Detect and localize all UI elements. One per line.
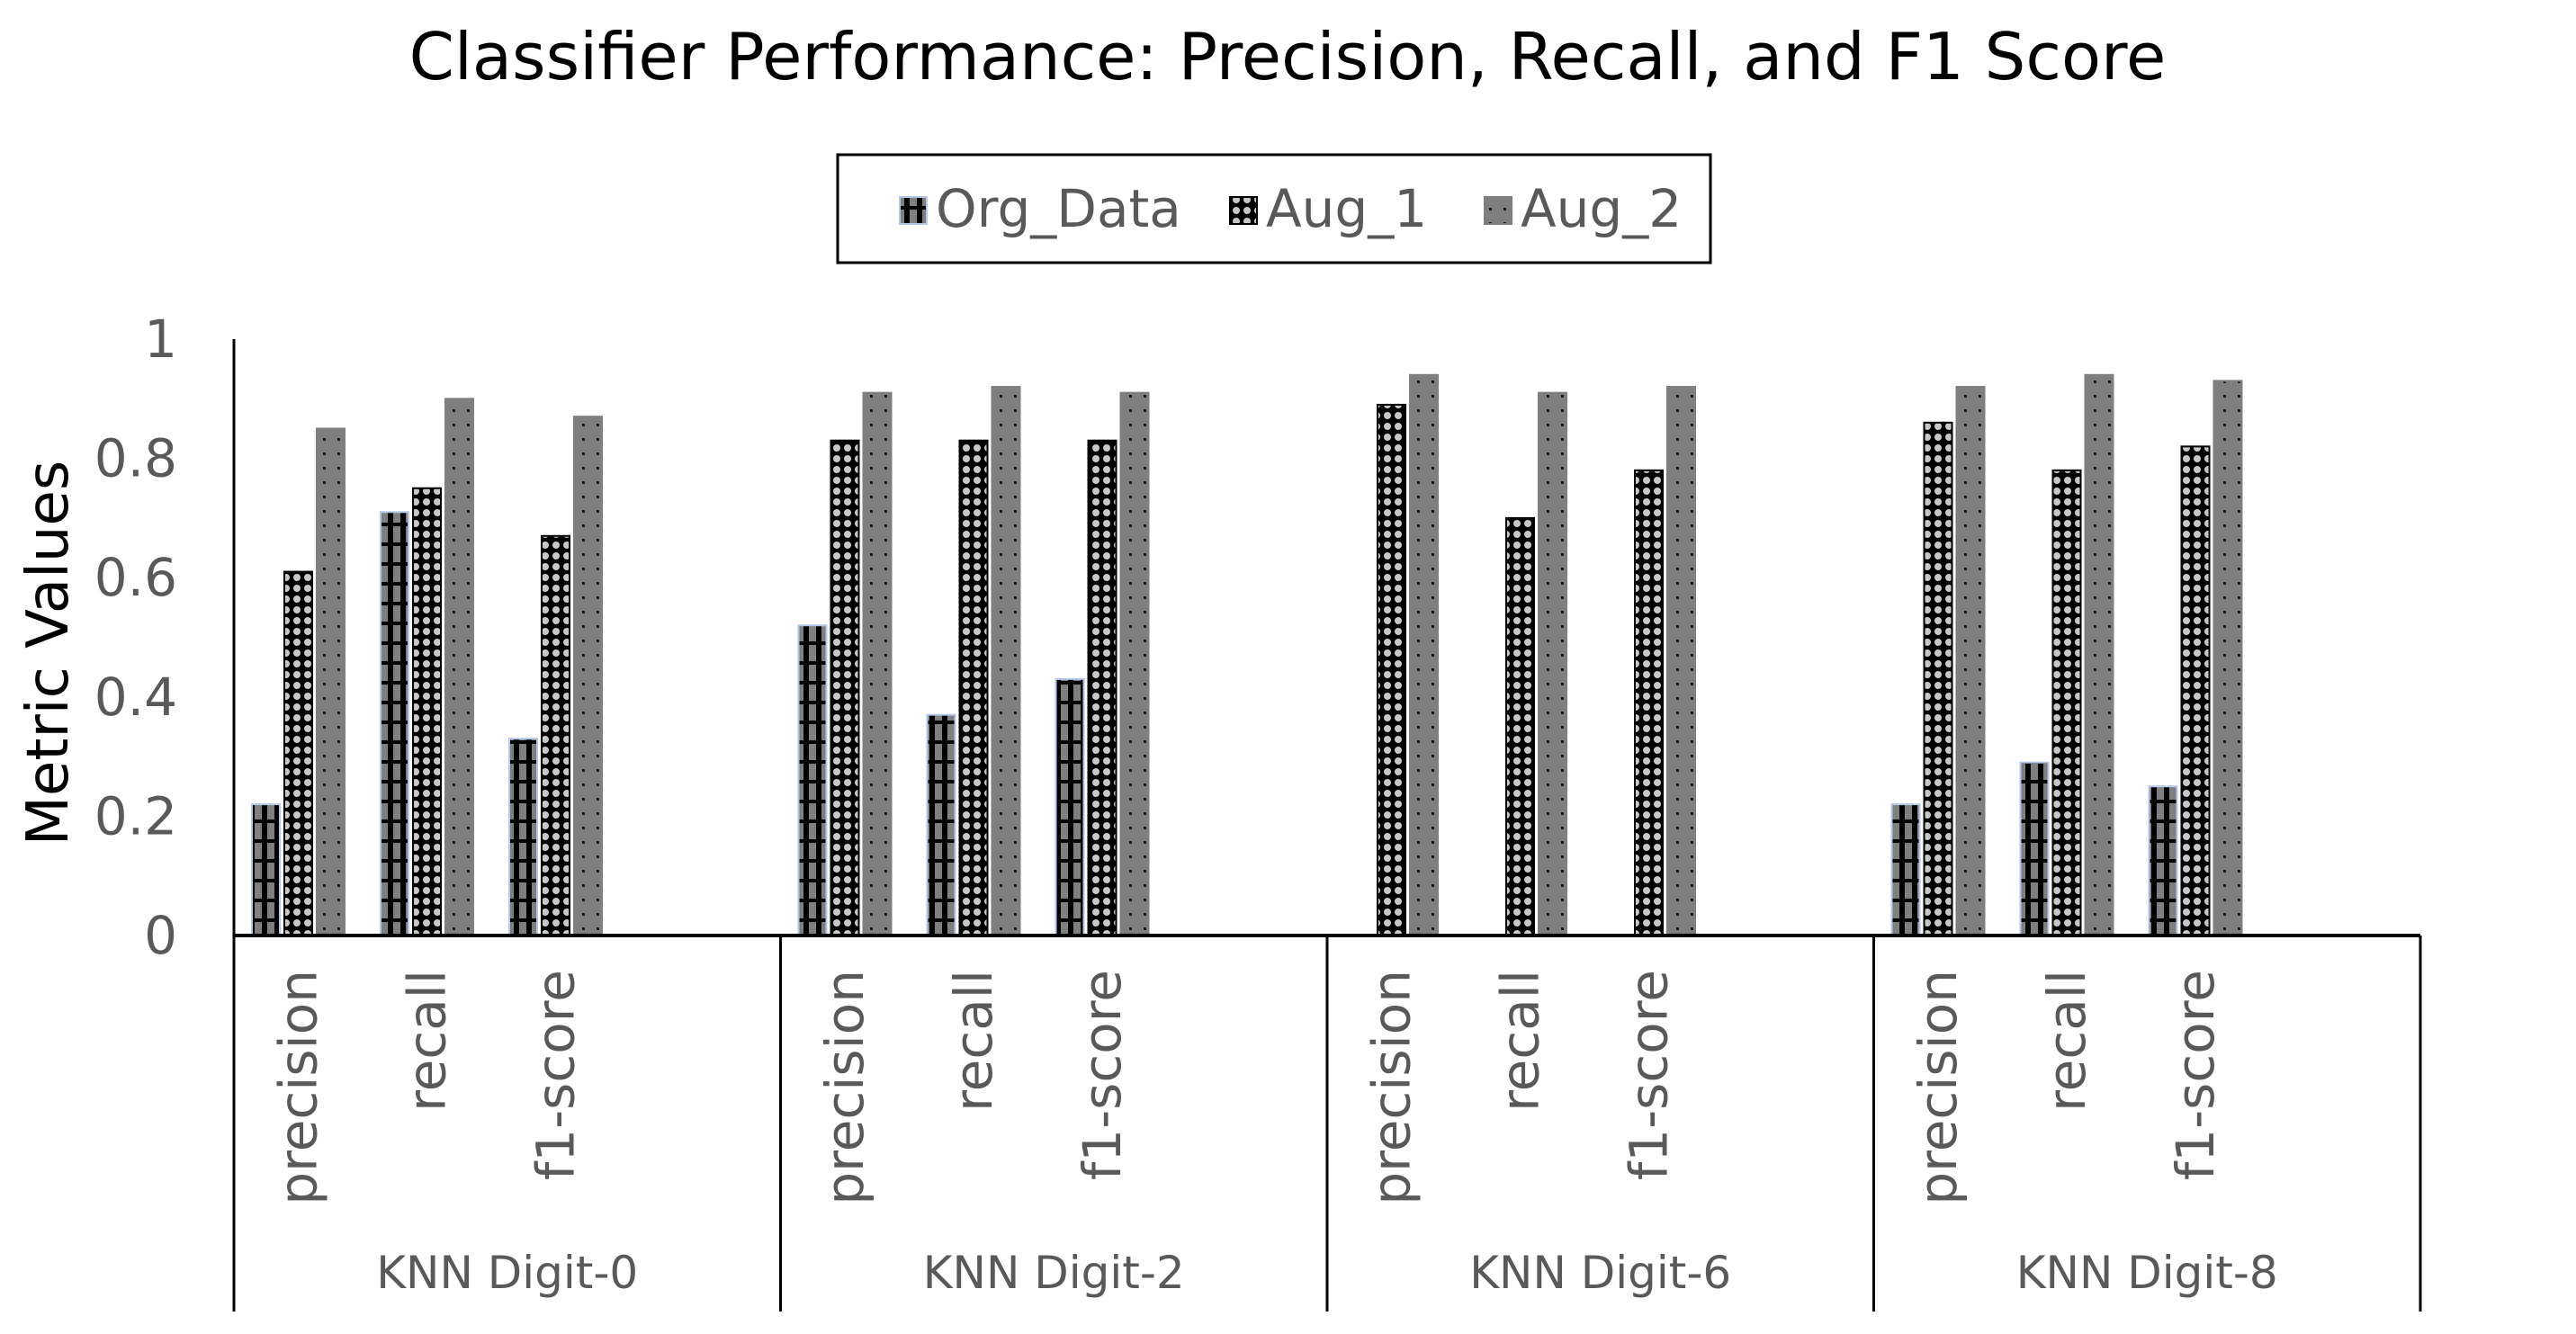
bars: [251, 373, 2243, 937]
x-tick-label-f1-score: f1-score: [1072, 970, 1133, 1180]
bar-org-data-knn-digit-8-precision: [1890, 803, 1921, 937]
bar-aug-1-knn-digit-8-recall: [2051, 469, 2082, 936]
bar-aug-1-knn-digit-0-recall: [412, 487, 442, 936]
x-tick-label-precision: precision: [1361, 970, 1423, 1205]
bar-aug-1-knn-digit-6-precision: [1377, 403, 1406, 936]
x-tick-label-precision: precision: [268, 970, 329, 1205]
x-tick-label-f1-score: f1-score: [2165, 970, 2226, 1180]
group-label-knn-digit-6: KNN Digit-6: [1469, 1247, 1731, 1299]
bar-aug-2-knn-digit-8-recall: [2084, 373, 2114, 936]
legend-box: [836, 153, 1712, 264]
bar-aug-2-knn-digit-6-precision: [1409, 373, 1439, 936]
legend-label-aug-2: Aug_2: [1521, 178, 1682, 239]
legend-label-org-data: Org_Data: [936, 178, 1181, 239]
bar-aug-2-knn-digit-2-f1-score: [1119, 391, 1150, 937]
y-tick-label: 0.6: [94, 547, 177, 608]
bar-aug-1-knn-digit-0-f1-score: [541, 534, 570, 936]
y-tick-label: 1: [144, 309, 177, 370]
y-axis-ticks: 0 0.2 0.4 0.6 0.8 1: [94, 309, 177, 966]
x-axis-labels: precision recall f1-score KNN Digit-0 precis…: [232, 936, 2422, 1312]
bar-org-data-knn-digit-0-recall: [380, 511, 409, 937]
bar-aug-2-knn-digit-8-precision: [1955, 386, 1986, 937]
bar-aug-1-knn-digit-6-recall: [1505, 516, 1535, 937]
legend: Org_Data Aug_1 Aug_2: [836, 153, 1712, 264]
y-tick-label: 0.8: [94, 428, 177, 489]
group-label-knn-digit-2: KNN Digit-2: [923, 1247, 1185, 1299]
x-tick-label-f1-score: f1-score: [525, 970, 587, 1180]
group-label-knn-digit-8: KNN Digit-8: [2016, 1247, 2278, 1299]
x-tick-label-recall: recall: [397, 970, 458, 1112]
chart-title: Classifier Performance: Precision, Recal…: [409, 19, 2167, 94]
x-tick-label-precision: precision: [814, 970, 875, 1205]
y-tick-label: 0.2: [94, 785, 177, 846]
group-label-knn-digit-0: KNN Digit-0: [376, 1247, 638, 1299]
bar-aug-1-knn-digit-2-recall: [958, 439, 989, 936]
bar-aug-2-knn-digit-0-recall: [444, 398, 474, 936]
bar-org-data-knn-digit-8-recall: [2019, 761, 2050, 936]
legend-swatch-aug-1: [1229, 196, 1258, 225]
bar-aug-2-knn-digit-6-f1-score: [1666, 386, 1696, 937]
bar-aug-2-knn-digit-2-recall: [991, 386, 1021, 937]
bar-aug-1-knn-digit-6-f1-score: [1634, 469, 1664, 936]
bar-aug-2-knn-digit-2-precision: [862, 391, 893, 937]
bar-aug-2-knn-digit-0-f1-score: [573, 416, 603, 936]
bar-org-data-knn-digit-8-f1-score: [2148, 785, 2178, 936]
y-tick-label: 0.4: [94, 667, 177, 728]
bar-org-data-knn-digit-2-recall: [926, 713, 956, 936]
bar-aug-1-knn-digit-2-precision: [830, 439, 860, 936]
bar-org-data-knn-digit-0-precision: [251, 803, 281, 937]
y-axis-label: Metric Values: [15, 461, 82, 846]
bar-org-data-knn-digit-0-f1-score: [508, 738, 538, 937]
x-tick-label-precision: precision: [1907, 970, 1969, 1205]
bar-org-data-knn-digit-2-f1-score: [1055, 677, 1085, 936]
bar-aug-1-knn-digit-0-precision: [283, 570, 313, 936]
bar-aug-2-knn-digit-0-precision: [316, 427, 346, 936]
bar-aug-2-knn-digit-6-recall: [1538, 391, 1567, 937]
bar-org-data-knn-digit-2-precision: [797, 624, 828, 936]
x-tick-label-recall: recall: [2036, 970, 2097, 1112]
y-tick-label: 0: [144, 905, 177, 966]
bar-aug-2-knn-digit-8-f1-score: [2212, 380, 2243, 937]
legend-label-aug-1: Aug_1: [1266, 178, 1427, 239]
legend-swatch-org-data: [899, 196, 928, 225]
x-tick-label-recall: recall: [943, 970, 1004, 1112]
x-tick-label-f1-score: f1-score: [1619, 970, 1680, 1180]
bar-aug-1-knn-digit-2-f1-score: [1087, 439, 1117, 936]
x-tick-label-recall: recall: [1490, 970, 1551, 1112]
bar-aug-1-knn-digit-8-precision: [1923, 421, 1953, 936]
bar-aug-1-knn-digit-8-f1-score: [2180, 445, 2211, 936]
legend-swatch-aug-2: [1484, 196, 1512, 225]
